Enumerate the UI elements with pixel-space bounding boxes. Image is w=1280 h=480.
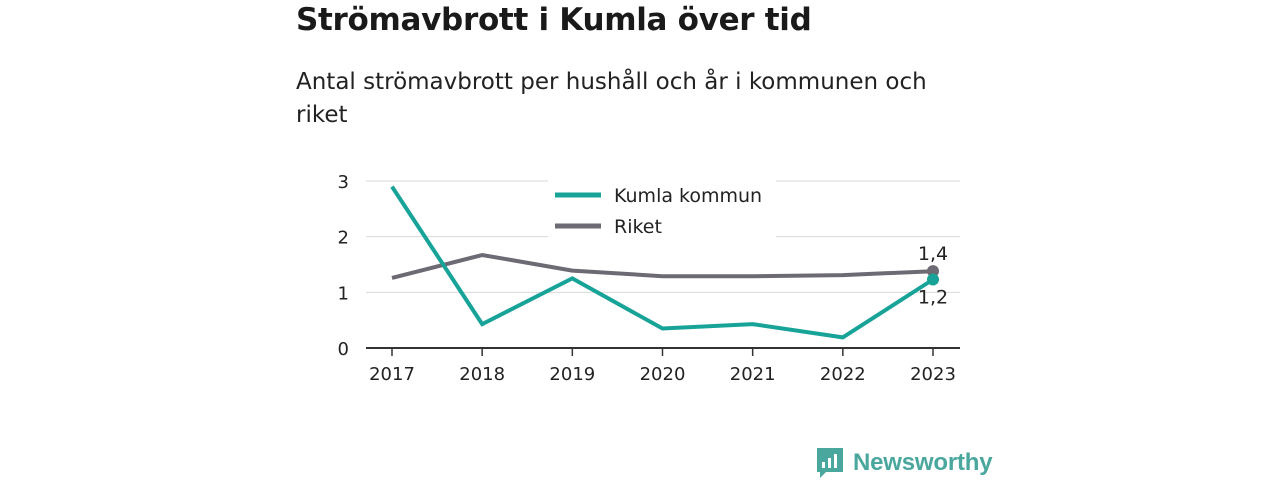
legend-label: Kumla kommun <box>614 185 762 207</box>
x-tick-label: 2017 <box>369 364 415 385</box>
x-tick-label: 2023 <box>910 364 956 385</box>
legend-background <box>548 177 776 239</box>
legend: Kumla kommun Riket <box>548 177 776 239</box>
x-tick-label: 2019 <box>549 364 595 385</box>
y-tick-label: 1 <box>338 283 349 304</box>
series-lines <box>390 185 939 340</box>
series-end-point-kumla <box>927 273 939 286</box>
chart-subtitle: Antal strömavbrott per hushåll och år i … <box>296 69 927 128</box>
end-label-riket: 1,4 <box>918 243 948 265</box>
x-tick-label: 2022 <box>820 364 866 385</box>
brand-logo: Newsworthy <box>815 446 993 480</box>
series-line-riket <box>391 252 934 280</box>
series-end-point-riket <box>927 265 939 278</box>
y-tick-labels: 0 1 2 3 <box>338 172 349 360</box>
legend-label: Riket <box>614 216 662 238</box>
end-label-kumla: 1,2 <box>918 287 948 309</box>
y-tick-label: 3 <box>338 172 349 193</box>
x-tick-label: 2018 <box>459 364 505 385</box>
y-tick-label: 0 <box>338 339 349 360</box>
x-axis: 2017 2018 2019 2020 2021 2022 2023 <box>366 347 960 385</box>
newsworthy-logo-icon <box>817 448 843 478</box>
x-tick-label: 2021 <box>730 364 776 385</box>
brand-name: Newsworthy <box>853 449 993 476</box>
x-tick-label: 2020 <box>640 364 686 385</box>
series-line-kumla <box>390 185 935 340</box>
end-value-labels: 1,4 1,2 <box>918 243 948 308</box>
chart-title: Strömavbrott i Kumla över tid <box>296 2 812 38</box>
y-tick-label: 2 <box>338 228 349 249</box>
